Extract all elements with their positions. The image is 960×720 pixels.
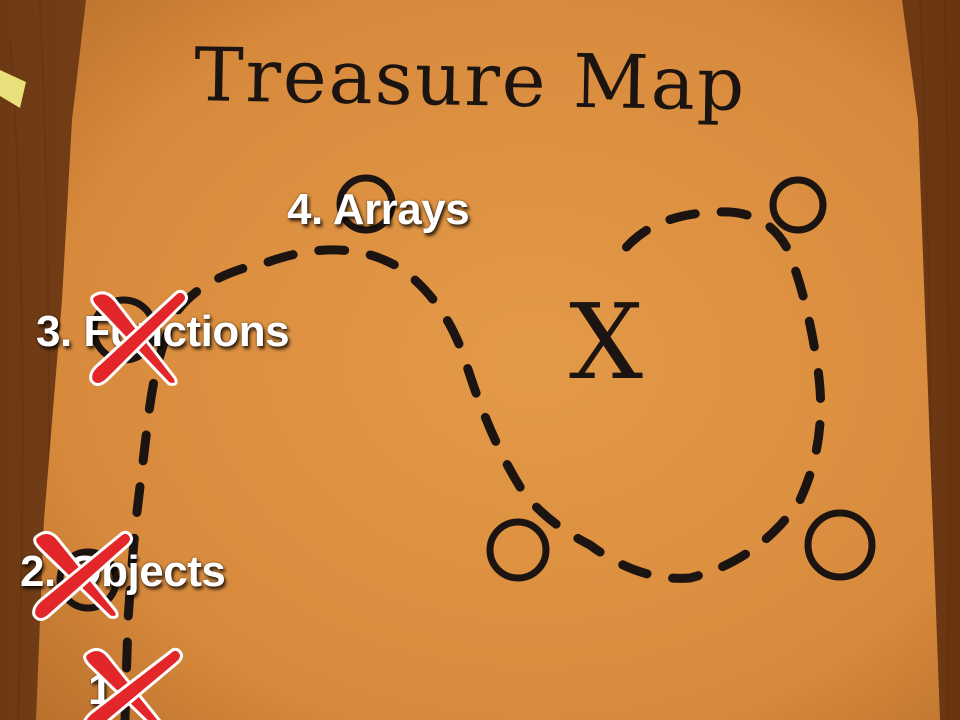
treasure-x-mark: X — [569, 281, 643, 403]
topic-label-objects: 2. Objects — [20, 547, 226, 596]
paper-sheet — [36, 0, 940, 720]
topic-label-arrays: 4. Arrays — [287, 185, 470, 234]
waypoint-arrays — [336, 174, 396, 234]
map-title: Treasure Map — [193, 32, 747, 128]
yellow-tab — [0, 70, 26, 108]
topic-label-functions: 3. Functions — [36, 307, 290, 356]
waypoint-bottom-right — [804, 509, 876, 581]
topic-label-first: 1. — [88, 665, 124, 714]
waypoint-top-right — [769, 176, 827, 234]
waypoint-bottom-left — [486, 518, 550, 582]
